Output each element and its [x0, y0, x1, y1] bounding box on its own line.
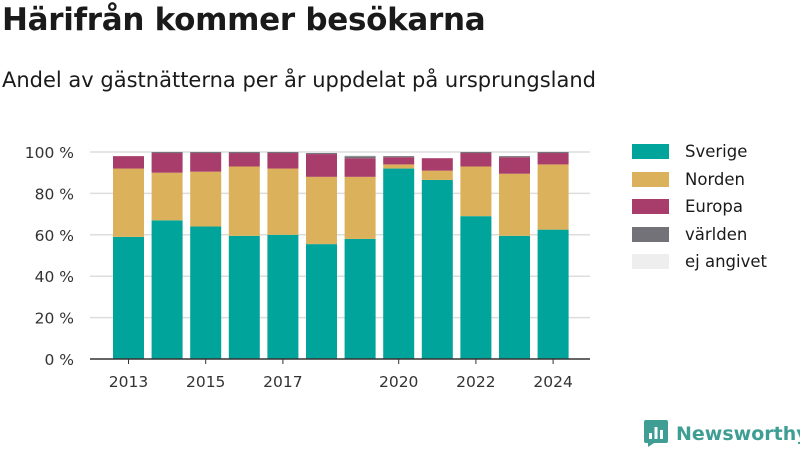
- x-tick-label: 2017: [263, 373, 302, 391]
- newsworthy-logo-icon: [644, 420, 668, 447]
- legend-item-norden[interactable]: Norden: [632, 166, 767, 194]
- bar-segment-varlden-2016[interactable]: [228, 152, 260, 154]
- y-tick-label: 20 %: [35, 310, 74, 328]
- bar-segment-sverige-2017[interactable]: [267, 234, 299, 359]
- legend-label-norden: Norden: [685, 169, 746, 189]
- chart-title: Härifrån kommer besökarna: [2, 2, 486, 38]
- bar-segment-norden-2023[interactable]: [499, 173, 530, 236]
- bar-segment-varlden-2014[interactable]: [151, 152, 183, 154]
- x-tick-label: 2020: [379, 373, 418, 391]
- bar-segment-europa-2022[interactable]: [460, 153, 492, 167]
- bar-segment-europa-2016[interactable]: [228, 153, 260, 167]
- legend-item-europa[interactable]: Europa: [632, 193, 767, 221]
- bar-segment-sverige-2022[interactable]: [460, 216, 492, 359]
- bar-segment-varlden-2020[interactable]: [383, 156, 415, 158]
- bar-segment-europa-2017[interactable]: [267, 153, 299, 169]
- bar-segment-norden-2019[interactable]: [344, 176, 376, 239]
- legend-item-sverige[interactable]: Sverige: [632, 138, 767, 166]
- bar-segment-norden-2018[interactable]: [306, 176, 337, 245]
- bar-segment-europa-2013[interactable]: [113, 156, 144, 169]
- bar-segment-sverige-2019[interactable]: [344, 238, 376, 359]
- bar-segment-europa-2020[interactable]: [383, 157, 415, 165]
- bar-segment-norden-2015[interactable]: [190, 171, 222, 227]
- bar-segment-sverige-2020[interactable]: [383, 168, 415, 359]
- bar-segment-norden-2014[interactable]: [151, 172, 183, 221]
- legend-swatch-europa: [632, 199, 669, 215]
- bar-segment-varlden-2023[interactable]: [499, 156, 530, 158]
- legend-label-ej-angivet: ej angivet: [685, 252, 767, 272]
- y-tick-label: 100 %: [25, 144, 74, 162]
- legend-label-sverige: Sverige: [685, 142, 748, 162]
- bar-segment-europa-2019[interactable]: [344, 158, 376, 177]
- bar-segment-norden-2017[interactable]: [267, 168, 299, 235]
- bar-segment-europa-2015[interactable]: [190, 153, 222, 172]
- bar-segment-sverige-2018[interactable]: [306, 244, 337, 359]
- bar-segment-norden-2024[interactable]: [537, 164, 569, 230]
- bar-segment-varlden-2019[interactable]: [344, 156, 376, 159]
- legend-label-varlden: världen: [685, 224, 748, 244]
- brand-name: Newsworthy: [676, 422, 800, 445]
- bar-segment-norden-2013[interactable]: [113, 168, 144, 237]
- bar-segment-norden-2020[interactable]: [383, 164, 415, 169]
- legend-label-europa: Europa: [685, 197, 743, 217]
- legend-swatch-ej-angivet: [632, 254, 669, 270]
- y-tick-label: 60 %: [35, 227, 74, 245]
- legend-swatch-sverige: [632, 144, 669, 160]
- bar-segment-europa-2021[interactable]: [421, 158, 453, 171]
- bar-segment-europa-2023[interactable]: [499, 157, 530, 174]
- x-tick-label: 2024: [533, 373, 572, 391]
- y-tick-label: 40 %: [35, 268, 74, 286]
- bar-segment-varlden-2018[interactable]: [306, 153, 337, 155]
- bar-segment-varlden-2024[interactable]: [537, 152, 569, 154]
- y-tick-label: 0 %: [44, 351, 74, 369]
- bar-segment-sverige-2016[interactable]: [228, 235, 260, 359]
- x-tick-label: 2015: [186, 373, 225, 391]
- bar-segment-sverige-2024[interactable]: [537, 229, 569, 359]
- legend-swatch-varlden: [632, 226, 669, 242]
- chart-legend: Sverige Norden Europa världen ej angivet: [632, 138, 767, 276]
- bar-segment-europa-2014[interactable]: [151, 153, 183, 173]
- bar-segment-sverige-2023[interactable]: [499, 235, 530, 359]
- bar-segment-varlden-2015[interactable]: [190, 152, 222, 154]
- bar-segment-europa-2018[interactable]: [306, 154, 337, 177]
- bar-segment-sverige-2015[interactable]: [190, 226, 222, 359]
- bar-segment-norden-2021[interactable]: [421, 170, 453, 180]
- bar-segment-sverige-2013[interactable]: [113, 236, 144, 359]
- chart-subtitle: Andel av gästnätterna per år uppdelat på…: [2, 68, 596, 92]
- legend-item-varlden[interactable]: världen: [632, 221, 767, 249]
- bar-segment-sverige-2021[interactable]: [421, 179, 453, 359]
- legend-swatch-norden: [632, 171, 669, 187]
- bar-segment-europa-2024[interactable]: [537, 153, 569, 165]
- bar-segment-sverige-2014[interactable]: [151, 220, 183, 359]
- y-tick-label: 80 %: [35, 185, 74, 203]
- bar-segment-ej-angivet-2019[interactable]: [344, 155, 376, 157]
- bar-segment-norden-2016[interactable]: [228, 166, 260, 236]
- bar-segment-varlden-2017[interactable]: [267, 152, 299, 154]
- legend-item-ej-angivet[interactable]: ej angivet: [632, 248, 767, 276]
- brand-logo[interactable]: Newsworthy: [644, 420, 800, 447]
- bar-segment-varlden-2022[interactable]: [460, 152, 492, 154]
- x-tick-label: 2022: [456, 373, 495, 391]
- x-tick-label: 2013: [109, 373, 148, 391]
- bar-segment-norden-2022[interactable]: [460, 166, 492, 217]
